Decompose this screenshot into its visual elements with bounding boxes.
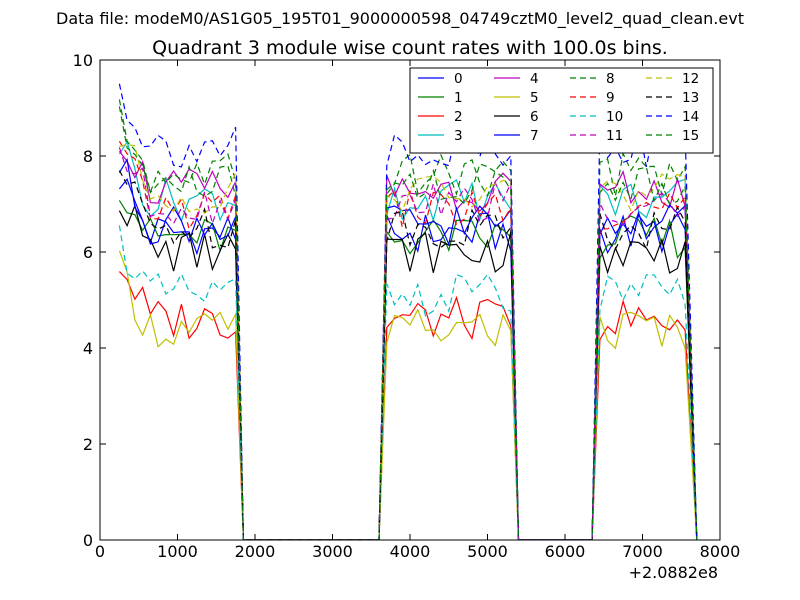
series-line-15 [118,106,698,540]
legend-label-11: 11 [606,128,623,144]
legend-label-15: 15 [682,128,699,144]
legend-label-10: 10 [606,109,623,125]
y-tick-label: 2 [83,435,93,454]
legend-label-7: 7 [530,128,539,144]
data-file-header: Data file: modeM0/AS1G05_195T01_90000005… [56,9,744,29]
x-tick-label: 8000 [700,542,741,561]
series-line-12 [119,143,698,540]
x-tick-label: 1000 [157,542,198,561]
x-tick-label: 7000 [622,542,663,561]
legend-label-3: 3 [454,128,463,144]
series-line-1 [118,200,698,540]
y-tick-label: 4 [83,339,93,358]
chart-title: Quadrant 3 module wise count rates with … [152,37,668,59]
x-tick-label: 6000 [545,542,586,561]
series-line-7 [118,157,698,540]
series-line-0 [118,177,698,540]
series-line-5 [118,250,698,540]
legend-label-9: 9 [606,90,615,106]
legend-label-0: 0 [454,71,463,87]
legend-label-5: 5 [530,90,539,106]
legend-frame [409,67,714,154]
y-tick-label: 6 [83,243,93,262]
series-line-14 [118,83,698,540]
series-layer [118,83,698,540]
legend-label-4: 4 [530,71,539,87]
legend-label-8: 8 [606,71,615,87]
x-tick-label: 0 [95,542,105,561]
legend-label-1: 1 [454,90,463,106]
series-line-10 [118,225,698,540]
series-line-3 [118,140,698,540]
y-tick-label: 10 [73,51,93,70]
y-tick-label: 0 [83,531,93,550]
series-line-6 [118,203,698,540]
x-tick-label: 2000 [235,542,276,561]
series-line-2 [118,271,698,540]
x-tick-label: 4000 [390,542,431,561]
series-line-13 [118,170,698,540]
legend-label-12: 12 [682,71,699,87]
y-tick-label: 8 [83,147,93,166]
legend-label-14: 14 [682,109,699,125]
x-tick-label: 3000 [312,542,353,561]
series-line-11 [118,147,698,540]
legend-label-2: 2 [454,109,463,125]
x-offset-label: +2.0882e8 [629,563,718,582]
series-line-4 [118,150,698,540]
legend-label-13: 13 [682,90,699,106]
legend-label-6: 6 [530,109,539,125]
x-tick-label: 5000 [467,542,508,561]
